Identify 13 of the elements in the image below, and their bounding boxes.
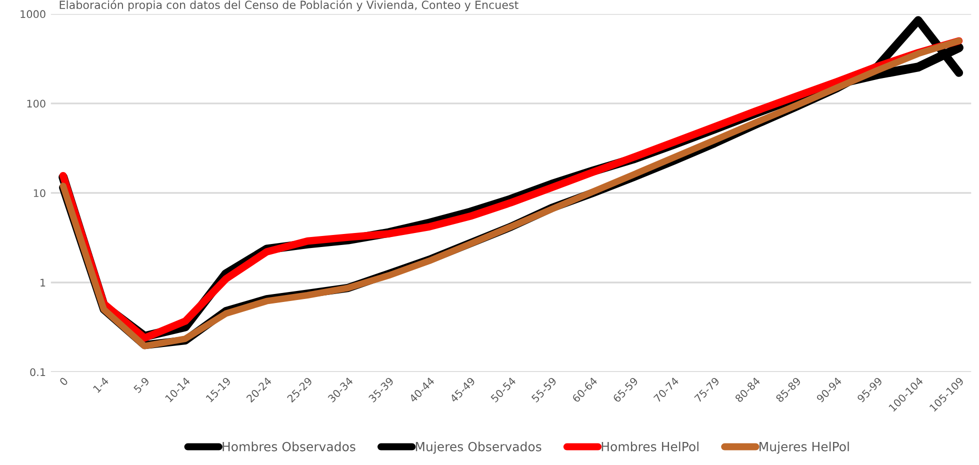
y-tick-label: 100 xyxy=(27,100,46,108)
y-tick-label: 0.1 xyxy=(30,368,46,376)
x-tick-label: 5-9 xyxy=(133,376,150,394)
legend-label: Hombres Observados xyxy=(222,442,356,452)
legend-label: Mujeres HelPol xyxy=(760,442,849,454)
legend-label: Mujeres Observados xyxy=(416,442,542,454)
chart-subtitle: Elaboración propia con datos del Censo de Población y Vivienda, Conteo y Encuest xyxy=(60,0,518,12)
legend-label: Hombres HelPol xyxy=(602,442,698,452)
y-tick-label: 1000 xyxy=(20,10,46,18)
y-tick-label: 10 xyxy=(34,189,46,198)
y-tick-label: 1 xyxy=(40,278,46,286)
x-tick-label: 0 xyxy=(59,376,68,386)
x-tick-label: 1-4 xyxy=(92,376,110,393)
